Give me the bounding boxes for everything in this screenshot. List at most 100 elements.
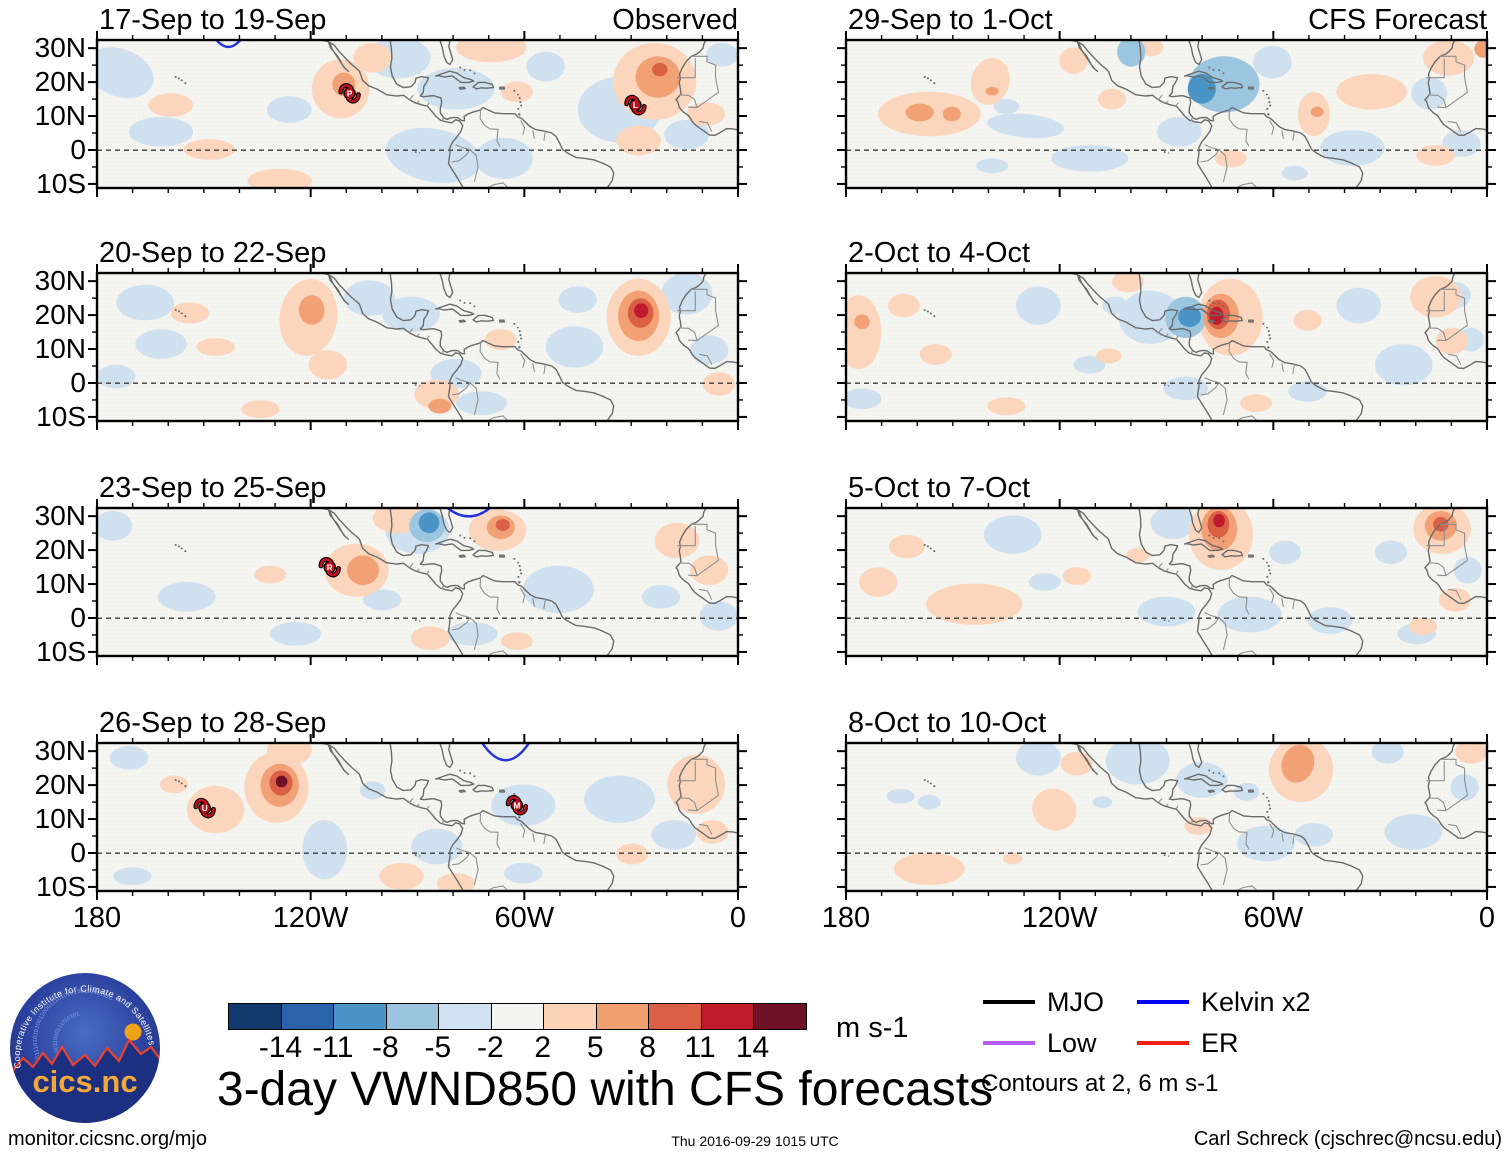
anomaly-blob [1092,796,1112,809]
anomaly-blob [385,127,482,183]
anomaly-blob [157,582,216,612]
anomaly-blob [1269,540,1302,565]
anomaly-blob [504,862,543,884]
colorbar-tick: 5 [586,1031,604,1064]
x-axis-label: 0 [729,902,747,934]
anomaly-blob [1062,567,1091,585]
y-axis-label: 20N [34,299,86,330]
anomaly-blob [523,565,594,614]
anomaly-blob [1408,617,1437,636]
x-axis-label: 180 [72,902,122,934]
anomaly-blob [1374,344,1433,386]
colorbar-segment [649,1004,702,1029]
anomaly-blob [846,388,882,410]
anomaly-blob [109,746,149,770]
anomaly-blob [886,788,915,804]
anomaly-blob [993,99,1020,114]
anomaly-blob [1150,508,1196,540]
contour-note: Contours at 2, 6 m s-1 [981,1070,1219,1097]
anomaly-blob [1320,130,1385,166]
x-axis-label: 60W [1243,902,1304,934]
anomaly-blob [196,338,235,356]
y-axis-label: 10N [34,568,86,599]
anomaly-blob [1310,106,1324,118]
anomaly-blob [266,743,312,766]
storm-marker: M [505,794,529,816]
panel-title-1: 17-Sep to 19-Sep [99,4,327,36]
anomaly-blob [641,585,681,609]
anomaly-blob [308,350,347,380]
legend-label: Low [1047,1028,1097,1058]
colorbar-segment [596,1004,650,1029]
anomaly-blob [1253,45,1292,79]
column-label-cfs-forecast: CFS Forecast [1308,4,1487,36]
colorbar-unit: m s-1 [836,1012,909,1044]
legend-item-low: Low [983,1028,1097,1058]
kelvin-contour [214,40,242,49]
storm-marker: L [624,94,647,116]
anomaly-blob [170,302,210,324]
anomaly-blob [1096,348,1122,364]
anomaly-blob [148,93,194,117]
anomaly-blob [584,775,655,823]
anomaly-blob [495,519,510,531]
panel-title-7: 5-Oct to 7-Oct [848,472,1031,504]
x-axis-label: 60W [494,902,555,934]
anomaly-blob [266,96,312,123]
anomaly-blob [652,62,668,77]
map-panel-forecast-2 [834,261,1499,433]
anomaly-blob [500,632,533,651]
footer-timestamp: Thu 2016-09-29 1015 UTC [671,1133,839,1149]
x-axis-label: 120W [1021,902,1098,934]
anomaly-blob [702,372,735,396]
y-axis-label: 10S [36,168,86,199]
y-axis-label: 20N [34,534,86,565]
legend-item-mjo: MJO [983,987,1104,1017]
y-axis-label: 20N [34,769,86,800]
anomaly-blob [418,512,440,534]
legend-label: MJO [1047,987,1104,1017]
legend-item-er: ER [1137,1030,1239,1057]
anomaly-blob [846,295,882,370]
anomaly-blob [985,86,999,96]
anomaly-blob [1214,149,1247,168]
anomaly-blob [1384,814,1443,850]
anomaly-blob [654,522,700,559]
anomaly-blob [1105,743,1170,785]
anomaly-blob [247,168,312,188]
figure-title: 3-day VWND850 with CFS forecasts [216,1063,994,1116]
mjo-line-swatch [983,1000,1035,1004]
anomaly-blob [183,139,235,160]
map-border [95,506,740,658]
anomaly-blob [1371,743,1404,764]
colorbar-tick: -14 [258,1031,303,1064]
footer-author: Carl Schreck (cjschrec@ncsu.edu) [1193,1128,1502,1150]
colorbar [228,1003,807,1030]
y-axis-label: 0 [70,837,86,868]
colorbar-segment [754,1004,807,1029]
map-panel-observed-2 [85,261,750,433]
anomaly-blob [558,286,597,313]
colorbar-tick: 14 [735,1031,770,1064]
colorbar-tick: -8 [372,1031,399,1064]
anomaly-blob [97,364,136,389]
anomaly-blob [690,335,729,365]
anomaly-blob [275,775,288,788]
legend-item-kelvin: Kelvin x2 [1137,989,1311,1016]
map-border [844,271,1489,423]
anomaly-blob [690,555,729,585]
column-label-observed: Observed [612,4,738,36]
anomaly-blob [97,47,154,98]
panel-title-4: 26-Sep to 28-Sep [99,707,327,739]
anomaly-blob [1217,596,1282,633]
anomaly-blob [1178,306,1202,328]
anomaly-blob [1112,273,1144,293]
anomaly-blob [1059,47,1088,74]
y-axis-label: 10N [34,333,86,364]
anomaly-blob [363,589,402,611]
anomaly-blob [456,391,508,415]
anomaly-blob [417,68,495,110]
anomaly-blob [983,515,1042,554]
anomaly-blob [854,314,870,330]
